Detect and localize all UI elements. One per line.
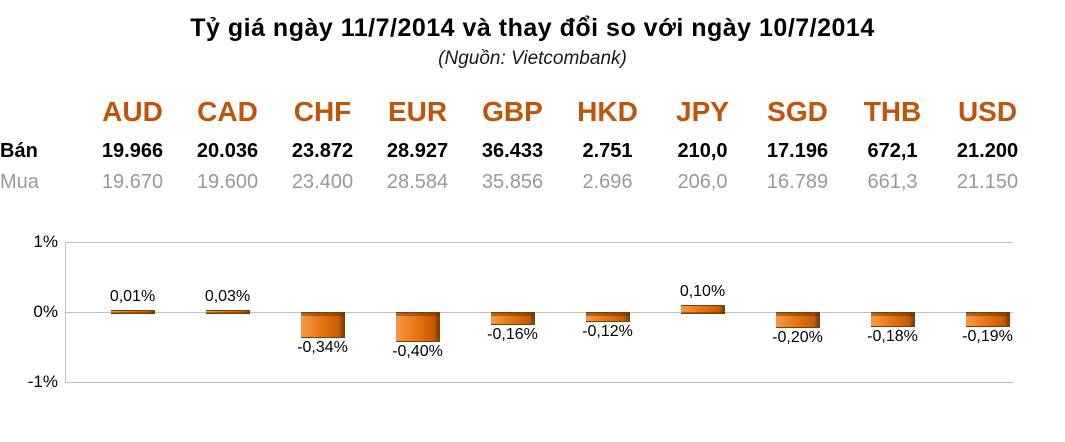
currency-header-gbp: GBP — [482, 96, 543, 127]
bar-value-label-gbp: -0,16% — [487, 326, 538, 343]
rate-cell-jpy: 206,0 — [677, 171, 728, 193]
bar-aud — [110, 310, 155, 314]
rate-cell-sgd: 16.789 — [766, 171, 829, 193]
row-label-bán: Bán — [0, 140, 38, 162]
rate-cell-usd: 21.150 — [956, 171, 1019, 193]
y-axis-tick-label: -1% — [27, 372, 58, 391]
rate-cell-jpy: 210,0 — [677, 140, 728, 162]
currency-header-jpy: JPY — [676, 96, 729, 127]
rate-cell-hkd: 2.696 — [582, 171, 633, 193]
bar-group-chf: -0,34% — [275, 242, 370, 382]
bar-group-usd: -0,19% — [940, 242, 1035, 382]
change-bar-chart: 1% 0% -1% 0,01% 0,03% -0,34% -0,40% -0,16% -0,12… — [0, 232, 1065, 392]
rate-cell-chf: 23.400 — [291, 171, 354, 193]
rate-cell-hkd: 2.751 — [582, 140, 633, 162]
rate-cell-gbp: 35.856 — [481, 171, 544, 193]
rate-cell-thb: 661,3 — [867, 171, 918, 193]
bar-value-label-aud: 0,01% — [109, 288, 156, 305]
table-corner-cell — [0, 96, 85, 136]
currency-header-aud: AUD — [102, 96, 163, 127]
rate-cell-usd: 21.200 — [956, 140, 1019, 162]
currency-header-hkd: HKD — [577, 96, 638, 127]
bar-group-jpy: 0,10% — [655, 242, 750, 382]
rate-cell-eur: 28.584 — [386, 171, 449, 193]
bar-thb — [870, 312, 915, 327]
rate-cell-sgd: 17.196 — [766, 140, 829, 162]
rate-cell-chf: 23.872 — [291, 140, 354, 162]
currency-header-thb: THB — [863, 96, 922, 127]
rate-cell-cad: 20.036 — [196, 140, 259, 162]
bar-group-eur: -0,40% — [370, 242, 465, 382]
bars-area: 0,01% 0,03% -0,34% -0,40% -0,16% -0,12% 0,10% -… — [85, 242, 1035, 382]
bar-group-gbp: -0,16% — [465, 242, 560, 382]
rate-cell-eur: 28.927 — [386, 140, 449, 162]
y-axis-tick-label: 1% — [33, 232, 58, 251]
gridline--1% — [65, 382, 1013, 383]
bar-value-label-chf: -0,34% — [297, 339, 348, 356]
rate-cell-aud: 19.966 — [101, 140, 164, 162]
y-axis-line — [65, 242, 66, 383]
currency-header-cad: CAD — [197, 96, 258, 127]
bar-hkd — [585, 312, 630, 322]
bar-value-label-cad: 0,03% — [204, 288, 251, 305]
currency-header-usd: USD — [957, 96, 1018, 127]
rate-cell-aud: 19.670 — [101, 171, 164, 193]
rate-cell-cad: 19.600 — [196, 171, 259, 193]
bar-chf — [300, 312, 345, 338]
rate-cell-thb: 672,1 — [867, 140, 918, 162]
rate-table: AUD CAD CHF EUR GBP HKD JPY SGD THB USD Bán 19.966 2… — [0, 96, 1065, 198]
bar-eur — [395, 312, 440, 342]
source-subtitle: (Nguồn: Vietcombank) — [438, 48, 627, 69]
currency-header-eur: EUR — [387, 96, 448, 127]
currency-header-chf: CHF — [293, 96, 352, 127]
bar-group-thb: -0,18% — [845, 242, 940, 382]
bar-value-label-eur: -0,40% — [392, 343, 443, 360]
rate-cell-gbp: 36.433 — [481, 140, 544, 162]
y-axis-tick-label: 0% — [33, 302, 58, 321]
bar-value-label-thb: -0,18% — [867, 328, 918, 345]
bar-value-label-jpy: 0,10% — [679, 283, 726, 300]
bar-sgd — [775, 312, 820, 328]
currency-header-sgd: SGD — [767, 96, 828, 127]
bar-value-label-sgd: -0,20% — [772, 329, 823, 346]
bar-jpy — [680, 305, 725, 314]
bar-gbp — [490, 312, 535, 325]
page-title: Tỷ giá ngày 11/7/2014 và thay đổi so với… — [190, 14, 875, 42]
bar-group-sgd: -0,20% — [750, 242, 845, 382]
bar-group-cad: 0,03% — [180, 242, 275, 382]
gridline-1% — [65, 242, 1013, 243]
bar-value-label-hkd: -0,12% — [582, 323, 633, 340]
gridline-0% — [65, 312, 1013, 313]
bar-cad — [205, 310, 250, 314]
bar-group-aud: 0,01% — [85, 242, 180, 382]
row-label-mua: Mua — [0, 171, 39, 193]
bar-value-label-usd: -0,19% — [962, 328, 1013, 345]
bar-group-hkd: -0,12% — [560, 242, 655, 382]
bar-usd — [965, 312, 1010, 327]
